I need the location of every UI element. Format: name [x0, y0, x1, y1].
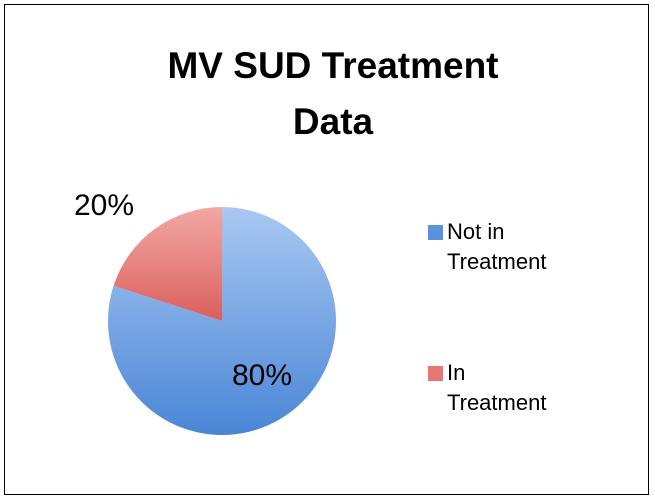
data-label: 80%	[232, 359, 292, 392]
legend-label: Not in Treatment	[447, 219, 547, 274]
pie-slice	[113, 207, 222, 321]
legend-swatch	[428, 366, 443, 381]
data-label: 20%	[74, 189, 134, 222]
chart-border	[4, 4, 649, 495]
legend-swatch	[428, 225, 443, 240]
chart-title: MV SUD Treatment Data	[167, 45, 499, 142]
legend-label: In Treatment	[447, 360, 547, 415]
